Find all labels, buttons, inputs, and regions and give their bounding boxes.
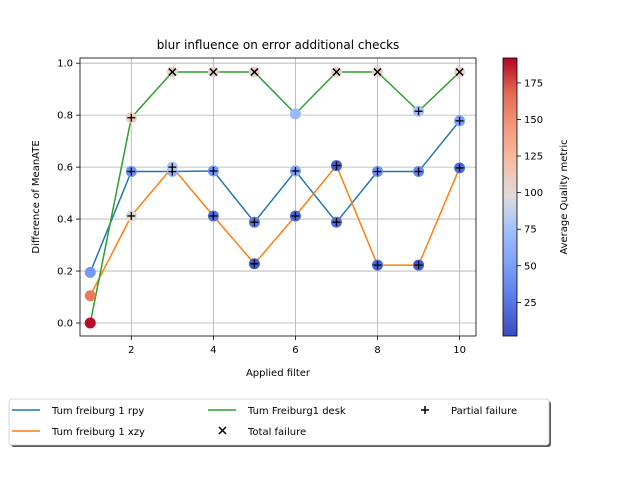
y-tick-label: 0.6 xyxy=(57,163,73,174)
grid-layer xyxy=(80,58,476,336)
total-failure-marker xyxy=(332,67,341,77)
total-failure-marker xyxy=(209,67,218,77)
total-failure-stroke xyxy=(209,67,218,77)
partial-failure-marker xyxy=(209,211,218,220)
partial-failure-marker xyxy=(332,161,341,170)
partial-failure-marker xyxy=(127,211,136,220)
legend: Tum freiburg 1 rpy Tum freiburg 1 xzy Tu… xyxy=(8,398,551,447)
partial-failure-marker xyxy=(455,116,464,125)
colorbar-tick-label: 175 xyxy=(524,78,543,89)
total-failure-marker xyxy=(168,67,177,77)
total-failure-stroke xyxy=(250,67,259,77)
legend-label-xzy: Tum freiburg 1 xzy xyxy=(51,427,145,438)
partial-failure-marker xyxy=(455,163,464,172)
x-tick-label: 8 xyxy=(374,345,380,356)
series-line-1 xyxy=(89,164,461,297)
marker-layer xyxy=(84,66,466,329)
quality-point-2 xyxy=(289,108,301,120)
total-failure-marker xyxy=(373,67,382,77)
series-line-2 xyxy=(89,71,461,324)
legend-label-total-failure: Total failure xyxy=(247,427,306,438)
partial-failure-marker xyxy=(127,113,136,122)
legend-label-rpy: Tum freiburg 1 rpy xyxy=(51,406,144,417)
plot-frame xyxy=(79,57,477,337)
colorbar-tick-label: 50 xyxy=(524,261,537,272)
y-tick-label: 0.8 xyxy=(57,111,73,122)
partial-failure-marker xyxy=(250,218,259,227)
colorbar-tick-label: 100 xyxy=(524,188,543,199)
legend-plus-marker-icon xyxy=(421,406,429,414)
y-tick-label: 0.2 xyxy=(57,267,73,278)
partial-failure-marker xyxy=(291,211,300,220)
total-failure-stroke xyxy=(455,67,464,77)
series-line-0 xyxy=(89,120,461,273)
x-axis-label: Applied filter xyxy=(246,368,311,379)
total-failure-marker xyxy=(455,67,464,77)
partial-failure-marker xyxy=(209,167,218,176)
colorbar-ticks: 25 50 75 100 125 150 175 xyxy=(517,78,543,309)
colorbar-label: Average Quality metric xyxy=(559,139,570,254)
total-failure-marker xyxy=(250,67,259,77)
partial-failure-marker xyxy=(414,167,423,176)
colorbar-tick-label: 150 xyxy=(524,115,543,126)
total-failure-stroke xyxy=(373,67,382,77)
quality-point-1 xyxy=(84,290,96,302)
partial-failure-marker xyxy=(332,218,341,227)
colorbar-tick-label: 75 xyxy=(524,225,537,236)
y-axis-label: Difference of MeanATE xyxy=(31,140,42,253)
axis-layer: 2 4 6 8 10 0.0 0.2 0.4 0.6 0.8 1.0 xyxy=(57,59,466,356)
total-failure-stroke xyxy=(168,67,177,77)
partial-failure-marker xyxy=(414,261,423,270)
x-tick-label: 2 xyxy=(128,345,134,356)
legend-label-partial-failure: Partial failure xyxy=(451,406,517,417)
y-tick-label: 1.0 xyxy=(57,59,73,70)
quality-point-0 xyxy=(84,266,96,278)
chart-title: blur influence on error additional check… xyxy=(157,38,400,52)
partial-failure-marker xyxy=(373,261,382,270)
partial-failure-marker xyxy=(127,167,136,176)
colorbar xyxy=(502,57,518,337)
partial-failure-marker xyxy=(250,259,259,268)
x-tick-label: 10 xyxy=(453,345,466,356)
y-tick-label: 0.0 xyxy=(57,319,73,330)
partial-failure-marker xyxy=(414,107,423,116)
x-tick-label: 6 xyxy=(292,345,298,356)
x-tick-label: 4 xyxy=(210,345,216,356)
colorbar-tick-label: 25 xyxy=(524,298,537,309)
partial-failure-marker xyxy=(373,167,382,176)
series-layer xyxy=(89,71,461,324)
legend-label-desk: Tum Freiburg1 desk xyxy=(247,406,346,417)
quality-point-2 xyxy=(84,317,96,329)
partial-failure-marker xyxy=(168,163,177,172)
legend-box xyxy=(8,398,550,446)
y-tick-label: 0.4 xyxy=(57,215,73,226)
colorbar-tick-label: 125 xyxy=(524,152,543,163)
partial-failure-marker xyxy=(291,167,300,176)
legend-x-marker-icon xyxy=(218,426,227,435)
total-failure-stroke xyxy=(332,67,341,77)
